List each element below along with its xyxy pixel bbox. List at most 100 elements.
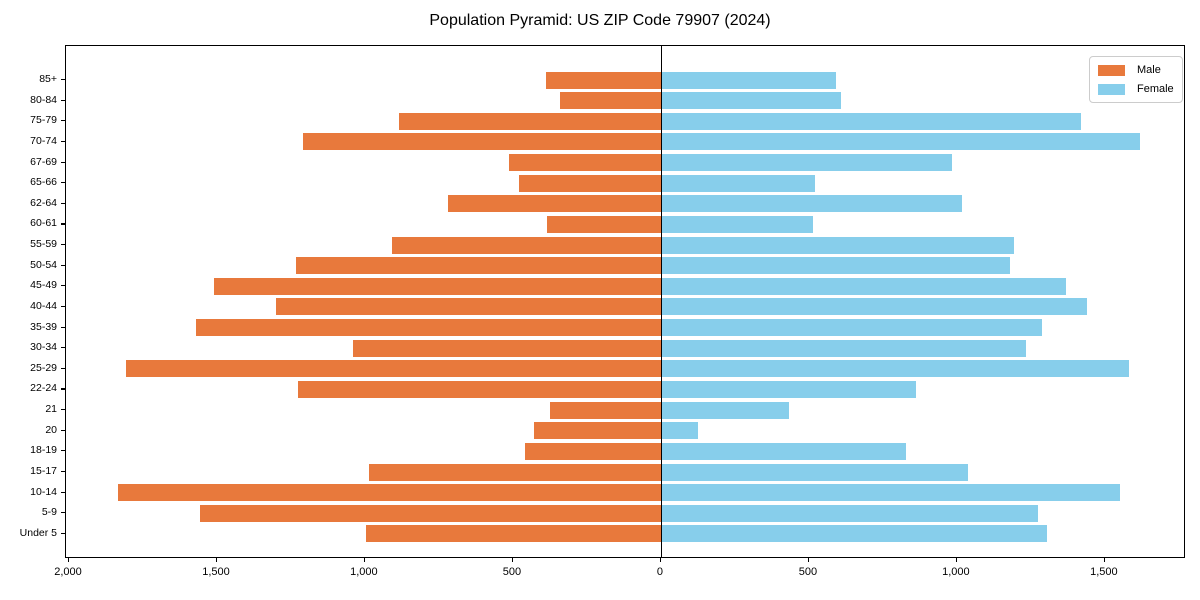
bar-female-55-59 xyxy=(660,236,1014,254)
xtick-mark-1 xyxy=(216,558,218,562)
ytick-mark-22-24 xyxy=(61,388,65,390)
ytick-label-45-49: 45-49 xyxy=(30,279,57,292)
ytick-label-Under 5: Under 5 xyxy=(19,526,57,539)
ytick-label-50-54: 50-54 xyxy=(30,258,57,271)
plot-area: Male Female xyxy=(65,45,1185,558)
bar-female-18-19 xyxy=(660,442,907,460)
bar-female-25-29 xyxy=(660,360,1129,378)
bar-female-67-69 xyxy=(660,154,953,171)
bar-male-50-54 xyxy=(295,257,661,275)
bar-male-67-69 xyxy=(508,154,661,171)
ytick-label-80-84: 80-84 xyxy=(30,93,57,106)
bar-male-30-34 xyxy=(353,339,661,357)
xtick-mark-5 xyxy=(807,558,810,562)
xtick-label-4: 0 xyxy=(656,566,663,578)
ytick-mark-Under 5 xyxy=(61,532,65,535)
xtick-label-7: 1,500 xyxy=(1090,566,1118,578)
ytick-mark-80-84 xyxy=(61,99,65,101)
bar-female-20 xyxy=(660,422,698,440)
bar-female-30-34 xyxy=(660,339,1026,357)
bar-female-60-61 xyxy=(660,215,813,233)
bar-female-62-64 xyxy=(660,195,963,213)
ytick-label-62-64: 62-64 xyxy=(30,196,57,209)
xtick-mark-2 xyxy=(363,558,366,562)
bar-male-20 xyxy=(534,422,661,440)
bar-female-80-84 xyxy=(660,92,842,110)
ytick-mark-35-39 xyxy=(61,326,65,328)
ytick-mark-70-74 xyxy=(61,140,65,143)
ytick-label-18-19: 18-19 xyxy=(30,444,57,457)
ytick-label-65-66: 65-66 xyxy=(30,176,57,189)
ytick-label-21: 21 xyxy=(45,403,57,416)
bar-male-45-49 xyxy=(214,277,661,295)
male-legend-swatch xyxy=(1098,65,1125,76)
xtick-label-2: 1,000 xyxy=(350,566,378,578)
bar-male-35-39 xyxy=(195,319,661,337)
ytick-label-22-24: 22-24 xyxy=(30,382,57,395)
ytick-mark-21 xyxy=(61,409,65,411)
ytick-mark-40-44 xyxy=(61,305,65,308)
ytick-mark-55-59 xyxy=(61,244,65,246)
ytick-mark-50-54 xyxy=(61,264,65,266)
bar-male-80-84 xyxy=(560,92,661,110)
bar-male-55-59 xyxy=(391,236,661,254)
bar-male-62-64 xyxy=(447,195,661,213)
bar-female-10-14 xyxy=(660,484,1120,502)
ytick-label-67-69: 67-69 xyxy=(30,155,57,168)
ytick-mark-30-34 xyxy=(61,347,65,349)
ytick-label-5-9: 5-9 xyxy=(41,506,57,519)
xtick-label-3: 500 xyxy=(502,566,522,578)
bar-male-5-9 xyxy=(200,504,661,522)
bar-female-65-66 xyxy=(660,174,815,192)
ytick-mark-62-64 xyxy=(61,202,65,204)
ytick-label-55-59: 55-59 xyxy=(30,238,57,250)
xtick-label-6: 1,000 xyxy=(942,566,970,578)
chart-title: Population Pyramid: US ZIP Code 79907 (2… xyxy=(429,12,771,29)
bar-female-Under 5 xyxy=(660,525,1048,543)
bar-male-60-61 xyxy=(547,215,661,233)
bar-male-65-66 xyxy=(518,174,661,192)
ytick-mark-5-9 xyxy=(61,512,65,514)
male-legend-label: Male xyxy=(1137,64,1161,76)
bar-male-10-14 xyxy=(117,484,661,502)
ytick-mark-85+ xyxy=(61,79,65,81)
xtick-label-0: 2,000 xyxy=(54,566,82,578)
bar-female-85+ xyxy=(660,71,836,89)
bar-male-21 xyxy=(549,401,661,419)
ytick-mark-10-14 xyxy=(61,491,65,493)
legend-row-male: Male xyxy=(1090,63,1182,79)
bar-male-25-29 xyxy=(125,360,661,378)
bar-male-75-79 xyxy=(398,112,661,130)
xtick-label-1: 1,500 xyxy=(202,566,230,578)
bar-female-70-74 xyxy=(660,133,1141,151)
ytick-label-15-17: 15-17 xyxy=(30,465,57,477)
ytick-label-30-34: 30-34 xyxy=(30,341,57,354)
ytick-label-40-44: 40-44 xyxy=(30,299,57,312)
bar-male-22-24 xyxy=(298,380,661,398)
xtick-mark-7 xyxy=(1103,558,1106,562)
female-legend-swatch xyxy=(1098,84,1125,95)
ytick-mark-15-17 xyxy=(61,471,65,473)
bar-female-75-79 xyxy=(660,112,1081,130)
ytick-label-20: 20 xyxy=(45,423,57,436)
bar-female-40-44 xyxy=(660,298,1087,316)
ytick-mark-67-69 xyxy=(61,161,65,163)
bar-male-70-74 xyxy=(302,133,661,151)
ytick-mark-65-66 xyxy=(61,182,65,184)
ytick-mark-18-19 xyxy=(61,450,65,452)
legend: Male Female xyxy=(1089,56,1183,103)
bar-male-Under 5 xyxy=(365,525,661,543)
ytick-mark-45-49 xyxy=(61,285,65,287)
female-legend-label: Female xyxy=(1137,83,1174,95)
bar-female-35-39 xyxy=(660,319,1043,337)
bar-female-45-49 xyxy=(660,277,1067,295)
bar-female-15-17 xyxy=(660,463,969,481)
ytick-mark-25-29 xyxy=(61,367,65,369)
bar-male-18-19 xyxy=(525,442,661,460)
xtick-mark-4 xyxy=(659,558,662,562)
ytick-label-70-74: 70-74 xyxy=(30,134,57,147)
xtick-mark-6 xyxy=(955,558,958,562)
ytick-mark-20 xyxy=(61,429,65,431)
ytick-label-60-61: 60-61 xyxy=(30,217,57,230)
